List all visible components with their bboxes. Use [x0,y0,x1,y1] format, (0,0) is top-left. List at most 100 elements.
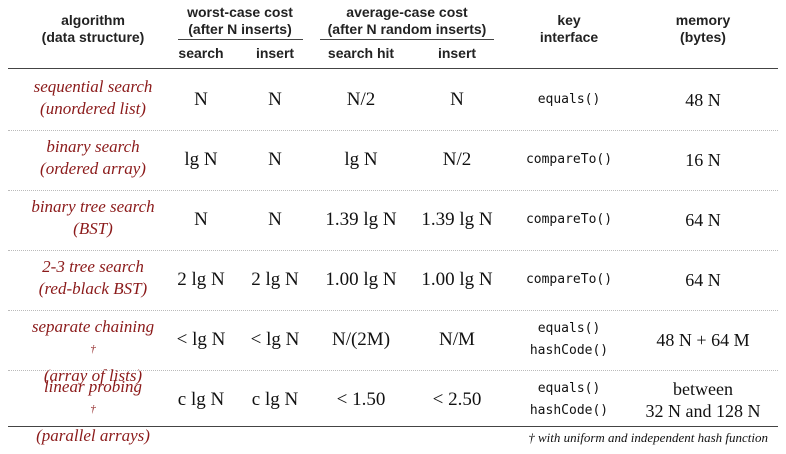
memory-usage: 48 N + 64 M [628,310,778,370]
key-interface-line2: hashCode() [529,343,609,358]
avg-insert-cost: N [450,89,464,110]
header-worst-case-divider [178,39,303,40]
algorithm-line2: (red-black BST) [38,279,148,298]
header-worst-insert: insert [255,45,295,61]
worst-search-cost: 2 lg N [177,269,225,290]
algorithm-line2: (unordered list) [40,99,146,118]
header-average-case-line1: average-case cost [346,4,468,20]
algorithm-line1: binary tree search [31,197,155,216]
memory-line1: 48 N + 64 M [656,330,750,350]
key-interface: compareTo() [510,250,628,310]
avg-search-hit-cost: N/2 [346,89,376,110]
key-interface-line1: compareTo() [525,272,613,287]
header-memory-line1: memory [675,12,731,28]
worst-insert-cost: N [268,89,282,110]
algorithm-name: linear probing † (parallel arrays) [8,376,178,447]
header-average-case-divider [320,39,494,40]
header-memory: memory (bytes) [628,12,778,46]
header-key-interface-line2: interface [539,29,599,45]
key-interface-line2: hashCode() [529,403,609,418]
footnote: † with uniform and independent hash func… [528,430,768,445]
algorithm-line2: (ordered array) [40,159,146,178]
header-worst-case-line1: worst-case cost [187,4,293,20]
algorithm-name: 2-3 tree search (red-black BST) [8,256,178,300]
key-interface-line1: compareTo() [525,212,613,227]
memory-usage: 64 N [628,250,778,310]
worst-insert-cost: 2 lg N [251,269,299,290]
avg-search-hit-cost: 1.39 lg N [325,209,397,230]
key-interface-line1: equals() [537,321,601,336]
header-memory-line2: (bytes) [680,29,726,45]
memory-usage: 16 N [628,130,778,190]
header-algorithm: algorithm (data structure) [8,12,178,46]
algorithm-line1: linear probing † [43,377,143,415]
header-avg-search-hit: search hit [327,45,395,61]
table-row: linear probing † (parallel arrays) c lg N… [0,370,786,445]
row-divider [8,310,778,311]
key-interface: compareTo() [510,130,628,190]
worst-search-cost: c lg N [177,389,225,410]
worst-insert-cost: c lg N [251,389,299,410]
memory-line2: 32 N and 128 N [645,401,761,421]
row-divider [8,370,778,371]
worst-insert-cost: N [268,209,282,230]
memory-usage: between 32 N and 128 N [628,370,778,430]
avg-insert-cost: N/M [439,329,475,350]
worst-insert-cost: N [268,149,282,170]
table-row: separate chaining † (array of lists) < lg… [0,310,786,385]
header-average-case-line2: (after N random inserts) [327,21,487,37]
header-worst-case: worst-case cost (after N inserts) [170,4,310,38]
avg-search-hit-cost: < 1.50 [336,389,386,410]
algorithm-name: binary tree search (BST) [8,196,178,240]
avg-search-hit-cost: N/(2M) [331,329,391,350]
memory-usage: 64 N [628,190,778,250]
algorithm-line1: binary search [46,137,140,156]
memory-line1: 64 N [685,210,721,230]
avg-insert-cost: 1.39 lg N [421,209,493,230]
header-average-case: average-case cost (after N random insert… [314,4,500,38]
memory-line1: between [673,379,733,399]
worst-insert-cost: < lg N [250,329,300,350]
header-key-interface-line1: key [557,12,581,28]
algorithm-name: binary search (ordered array) [8,136,178,180]
table-row: sequential search (unordered list) N N N… [0,70,786,130]
table-row: binary tree search (BST) N N 1.39 lg N 1… [0,190,786,250]
worst-search-cost: lg N [184,149,218,170]
row-divider [8,250,778,251]
avg-search-hit-cost: 1.00 lg N [325,269,397,290]
key-interface: compareTo() [510,190,628,250]
header-algorithm-line1: algorithm [61,12,125,28]
algorithm-name: sequential search (unordered list) [8,76,178,120]
key-interface-line1: compareTo() [525,152,613,167]
avg-insert-cost: N/2 [442,149,472,170]
algorithm-line1: 2-3 tree search [42,257,144,276]
memory-usage: 48 N [628,70,778,130]
algorithm-line1: separate chaining † [31,317,155,355]
header-algorithm-line2: (data structure) [41,29,145,45]
key-interface-line1: equals() [537,381,601,396]
row-divider [8,130,778,131]
header-worst-search: search [178,45,224,61]
algorithm-line2: (BST) [73,219,113,238]
key-interface: equals() hashCode() [510,310,628,370]
row-divider [8,190,778,191]
avg-search-hit-cost: lg N [344,149,378,170]
key-interface-line1: equals() [537,92,601,107]
memory-line1: 48 N [685,90,721,110]
algorithm-line1: sequential search [33,77,153,96]
worst-search-cost: N [194,209,208,230]
worst-search-cost: N [194,89,208,110]
header-rule [8,68,778,69]
memory-line1: 64 N [685,270,721,290]
header-key-interface: key interface [510,12,628,46]
avg-insert-cost: 1.00 lg N [421,269,493,290]
bottom-rule [8,426,778,427]
key-interface: equals() [510,70,628,130]
algorithm-line2: (parallel arrays) [36,425,150,445]
worst-search-cost: < lg N [176,329,226,350]
memory-line1: 16 N [685,150,721,170]
header-worst-case-line2: (after N inserts) [188,21,292,37]
table-row: binary search (ordered array) lg N N lg … [0,130,786,190]
table-row: 2-3 tree search (red-black BST) 2 lg N 2… [0,250,786,310]
avg-insert-cost: < 2.50 [432,389,482,410]
